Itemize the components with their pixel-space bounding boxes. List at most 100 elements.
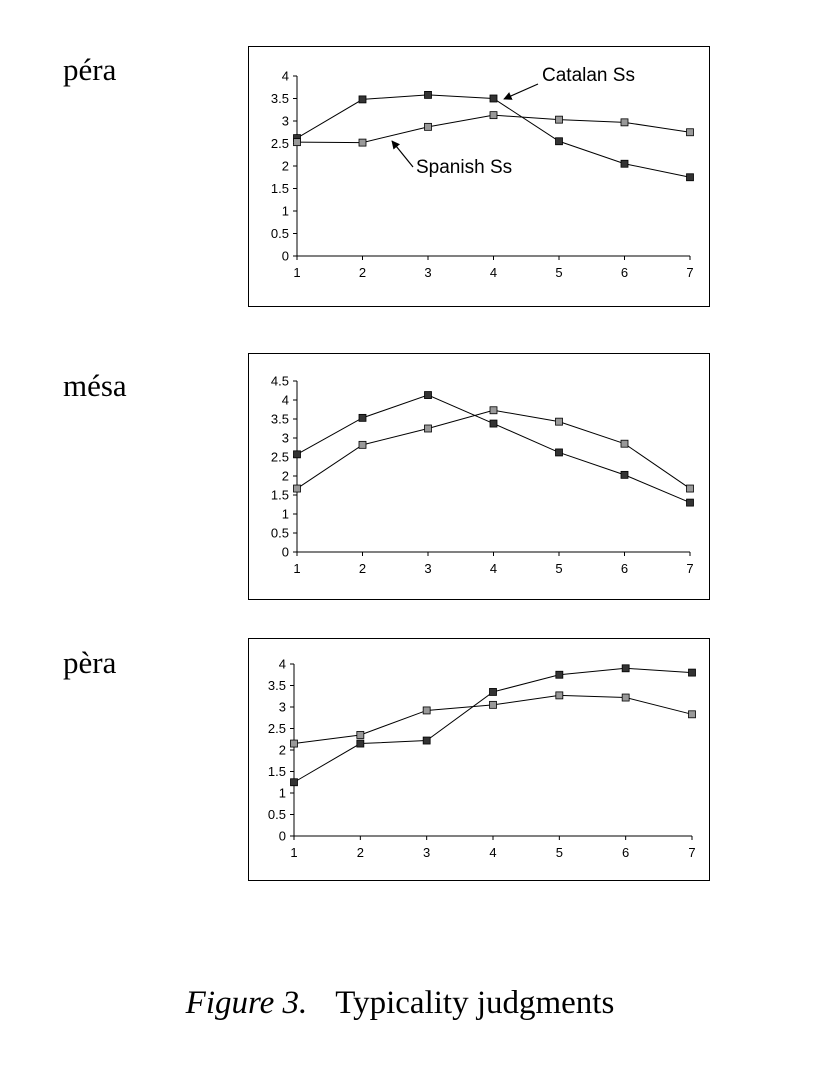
series-0-point	[555, 670, 564, 679]
series-0-point	[422, 736, 431, 745]
series-0-point	[356, 739, 365, 748]
x-tick-label: 4	[490, 265, 497, 280]
word-label-pera: péra	[63, 52, 117, 87]
x-tick-label: 6	[621, 265, 628, 280]
series-1-point	[620, 118, 629, 127]
series-0-point	[424, 391, 432, 399]
x-tick-label: 5	[556, 845, 563, 860]
series-0-point	[686, 173, 694, 182]
chart-panel-pera-grave: 0 0.5 1 1.5 2 2.5 3 3.5 4 1 2 3 4 5 6 7	[248, 638, 710, 881]
y-tick-label: 1	[282, 204, 289, 219]
series-0-point	[686, 498, 694, 507]
x-tick-label: 3	[423, 845, 430, 860]
series-1-point	[489, 406, 498, 415]
series-1-point	[620, 439, 629, 448]
series-0-point	[555, 137, 563, 146]
series-1-point	[356, 731, 365, 739]
chart-svg-pera-grave: 0 0.5 1 1.5 2 2.5 3 3.5 4 1 2 3 4 5 6 7	[268, 657, 696, 860]
series-0-point	[620, 470, 629, 479]
word-label-pera-grave: pèra	[63, 645, 117, 680]
x-tick-label: 4	[490, 561, 497, 576]
series-1-point	[358, 440, 367, 449]
x-tick-label: 1	[293, 265, 300, 280]
y-tick-label: 3.5	[271, 412, 289, 427]
series-0-point	[293, 450, 301, 459]
chart-svg-mesa: 0 0.5 1 1.5 2 2.5 3 3.5 4 4.5 1 2 3 4 5 6 7	[271, 374, 694, 576]
y-tick-label: 0	[282, 545, 289, 560]
x-tick-label: 2	[359, 265, 366, 280]
x-tick-label: 3	[424, 265, 431, 280]
series-1-point	[555, 691, 564, 700]
y-tick-label: 0.5	[271, 226, 289, 241]
annotation-label: Catalan Ss	[542, 65, 635, 86]
annotation-arrow	[391, 140, 414, 168]
series-1-point	[358, 138, 367, 147]
x-tick-label: 6	[622, 845, 629, 860]
chart-panel-pera: 0 0.5 1 1.5 2 2.5 3 3.5 4 1 2 3 4 5 6 7 Catalan Ss Spanis…	[248, 46, 710, 307]
y-tick-label: 2.5	[271, 136, 289, 151]
y-tick-label: 0	[282, 249, 289, 264]
series-1-point	[688, 710, 696, 719]
figure-caption: Figure 3. Typicality judgments	[0, 985, 800, 1022]
chart-svg-pera: 0 0.5 1 1.5 2 2.5 3 3.5 4 1 2 3 4 5 6 7 Catalan Ss Spanis…	[271, 65, 694, 280]
y-tick-label: 1	[279, 786, 286, 801]
series-0-point	[555, 448, 563, 457]
annotation-arrow	[503, 83, 539, 100]
y-tick-label: 4	[279, 657, 286, 672]
y-tick-label: 2	[279, 743, 286, 758]
y-tick-label: 4	[282, 69, 289, 84]
y-tick-label: 1.5	[271, 488, 289, 503]
series-0-point	[489, 94, 498, 103]
chart-panel-mesa: 0 0.5 1 1.5 2 2.5 3 3.5 4 4.5 1 2 3 4 5 6 7	[248, 353, 710, 600]
series-1-point	[424, 122, 432, 131]
series-1-point	[290, 739, 298, 748]
y-tick-label: 0.5	[271, 526, 289, 541]
figure-number: Figure 3.	[185, 985, 308, 1021]
series-line-1	[296, 114, 691, 144]
y-tick-label: 4	[282, 393, 289, 408]
series-1-point	[489, 700, 497, 709]
series-1-point	[489, 111, 498, 120]
series-0-point	[489, 419, 498, 428]
series-0-point	[489, 688, 497, 696]
y-tick-label: 4.5	[271, 374, 289, 389]
x-tick-label: 1	[290, 845, 297, 860]
x-tick-label: 5	[555, 561, 562, 576]
y-tick-label: 1.5	[268, 764, 286, 779]
x-tick-label: 1	[293, 561, 300, 576]
y-tick-label: 3	[282, 114, 289, 129]
series-1-point	[621, 693, 630, 702]
x-tick-label: 2	[359, 561, 366, 576]
y-tick-label: 1	[282, 507, 289, 522]
y-tick-label: 3	[279, 700, 286, 715]
annotation-label: Spanish Ss	[416, 157, 512, 178]
y-tick-label: 2.5	[268, 721, 286, 736]
y-tick-label: 0	[279, 829, 286, 844]
x-tick-label: 7	[686, 561, 693, 576]
y-tick-label: 1.5	[271, 181, 289, 196]
x-tick-label: 7	[688, 845, 695, 860]
series-0-point	[688, 668, 696, 677]
y-tick-label: 2	[282, 159, 289, 174]
y-tick-label: 3	[282, 431, 289, 446]
y-tick-label: 3.5	[271, 91, 289, 106]
series-0-point	[620, 159, 629, 168]
series-0-point	[290, 778, 298, 787]
x-tick-label: 3	[424, 561, 431, 576]
series-0-point	[358, 95, 367, 104]
word-label-mesa: mésa	[63, 368, 127, 403]
x-tick-label: 2	[357, 845, 364, 860]
series-1-point	[686, 484, 694, 493]
figure-title: Typicality judgments	[335, 985, 615, 1021]
series-1-point	[293, 484, 301, 493]
x-tick-label: 4	[489, 845, 496, 860]
series-0-point	[621, 664, 630, 673]
series-0-point	[424, 91, 432, 99]
series-1-point	[555, 115, 563, 124]
series-line-0	[293, 667, 693, 783]
x-tick-label: 5	[555, 265, 562, 280]
x-tick-label: 6	[621, 561, 628, 576]
x-tick-label: 7	[686, 265, 693, 280]
y-tick-label: 3.5	[268, 678, 286, 693]
series-1-point	[422, 706, 431, 715]
